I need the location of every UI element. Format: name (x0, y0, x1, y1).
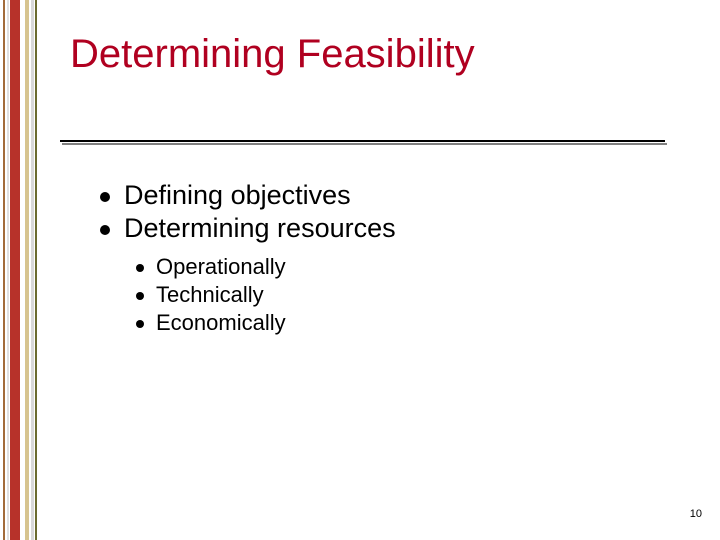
bullet-dot-icon (100, 192, 110, 202)
bullet-dot-icon (136, 320, 144, 328)
bullet-level1: Defining objectives (100, 180, 660, 211)
bullet-level2: Economically (136, 310, 660, 336)
bullet-dot-icon (136, 264, 144, 272)
bullet-dot-icon (136, 292, 144, 300)
bullet-text: Operationally (156, 254, 286, 280)
bullet-level1: Determining resources (100, 213, 660, 244)
sub-bullet-group: OperationallyTechnicallyEconomically (136, 254, 660, 336)
bullet-text: Defining objectives (124, 180, 351, 211)
slide: Determining Feasibility Defining objecti… (0, 0, 720, 540)
bullet-dot-icon (100, 225, 110, 235)
bullet-text: Determining resources (124, 213, 396, 244)
title-rule (60, 140, 665, 142)
decor-bar (3, 0, 5, 540)
bullet-level2: Technically (136, 282, 660, 308)
decor-bar (31, 0, 34, 540)
bullet-text: Economically (156, 310, 286, 336)
decor-bar (25, 0, 29, 540)
bullet-level2: Operationally (136, 254, 660, 280)
page-number: 10 (690, 508, 702, 520)
title-rule-shadow (62, 143, 667, 145)
decor-bar (21, 0, 24, 540)
content-area: Defining objectivesDetermining resources… (100, 180, 660, 338)
decor-bar (10, 0, 20, 540)
left-decor (0, 0, 45, 540)
decor-bar (35, 0, 37, 540)
slide-title: Determining Feasibility (70, 32, 475, 77)
bullet-text: Technically (156, 282, 264, 308)
decor-bar (7, 0, 9, 540)
